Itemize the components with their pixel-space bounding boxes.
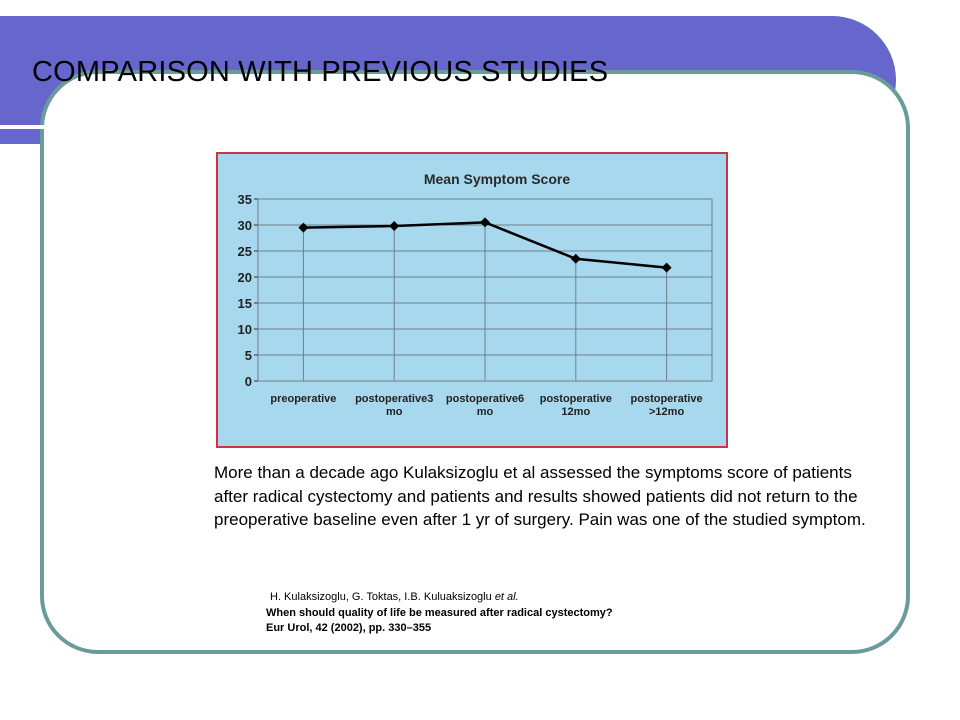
reference-authors-line: H. Kulaksizoglu, G. Toktas, I.B. Kuluaks… <box>266 590 866 606</box>
slide-title: COMPARISON WITH PREVIOUS STUDIES <box>32 56 609 88</box>
reference-article: When should quality of life be measured … <box>266 606 613 619</box>
x-tick-label: postoperative 12mo <box>540 393 612 418</box>
y-tick-label: 5 <box>245 348 252 363</box>
chart-image: Mean Symptom Score 0 5 10 15 20 25 30 35 preopera… <box>216 152 728 448</box>
x-tick-label: postoperative3 mo <box>355 393 433 418</box>
body-paragraph: More than a decade ago Kulaksizoglu et a… <box>214 463 866 529</box>
y-tick-label: 15 <box>238 296 252 311</box>
mean-symptom-score-chart: Mean Symptom Score 0 5 10 15 20 25 30 35 preopera… <box>238 171 713 418</box>
y-tick-label: 30 <box>238 218 252 233</box>
y-tick-label: 25 <box>238 244 252 259</box>
y-tick-label: 35 <box>238 192 252 207</box>
reference-journal: Eur Urol, 42 (2002), pp. 330–355 <box>266 622 432 634</box>
title-underline <box>0 125 848 129</box>
data-point <box>298 222 309 233</box>
y-tick-label: 0 <box>245 374 252 389</box>
y-tick-label: 10 <box>238 322 252 337</box>
data-point <box>570 253 581 264</box>
data-point <box>480 217 490 228</box>
reference-etal: et al. <box>494 591 519 603</box>
reference-authors: H. Kulaksizoglu, G. Toktas, I.B. Kuluaks… <box>270 591 492 603</box>
x-tick-label: postoperative >12mo <box>631 393 703 418</box>
data-point <box>389 221 400 232</box>
data-point <box>661 262 672 273</box>
y-tick-label: 20 <box>238 270 252 285</box>
x-tick-label: postoperative6 mo <box>446 393 524 418</box>
chart-title: Mean Symptom Score <box>424 171 570 187</box>
reference-citation: H. Kulaksizoglu, G. Toktas, I.B. Kuluaks… <box>266 590 866 637</box>
x-tick-label: preoperative <box>270 393 336 405</box>
